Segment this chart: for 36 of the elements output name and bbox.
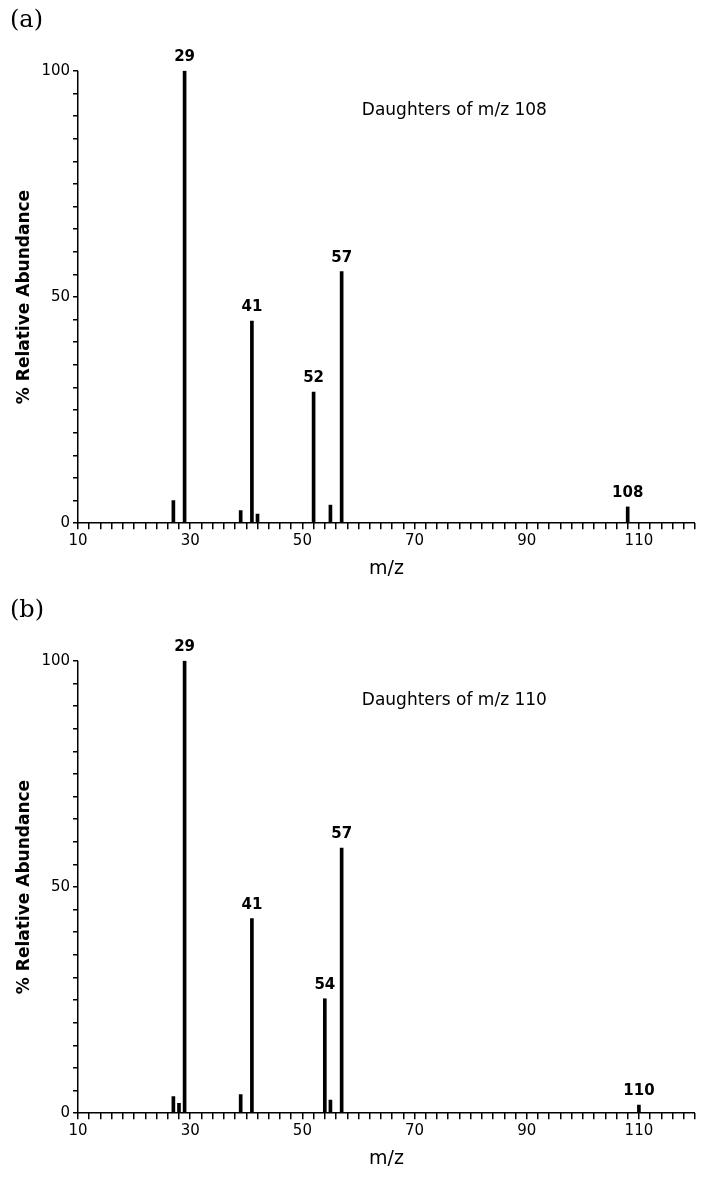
chart-title: (a) xyxy=(10,4,44,33)
annotation: 57 xyxy=(331,824,353,843)
x-tick-label: 110 xyxy=(624,1121,654,1140)
annotation: 108 xyxy=(612,483,644,502)
y-axis-title: % Relative Abundance xyxy=(12,189,33,405)
annotation: 52 xyxy=(303,368,325,387)
annotation: Daughters of m/z 108 xyxy=(361,99,547,120)
x-tick-label: 10 xyxy=(68,531,88,550)
x-tick-label: 30 xyxy=(180,531,200,550)
x-tick-label: 10 xyxy=(68,1121,88,1140)
y-tick-label: 0 xyxy=(60,1103,71,1122)
x-tick-label: 90 xyxy=(517,531,537,550)
annotation: 41 xyxy=(241,895,263,914)
annotation: 29 xyxy=(174,47,196,66)
x-tick-label: 50 xyxy=(292,1121,312,1140)
x-axis-title: m/z xyxy=(369,1145,404,1168)
y-tick-label: 0 xyxy=(60,513,71,532)
x-tick-label: 90 xyxy=(517,1121,537,1140)
x-tick-label: 30 xyxy=(180,1121,200,1140)
y-tick-label: 100 xyxy=(41,650,71,669)
x-tick-label: 70 xyxy=(405,531,425,550)
y-tick-label: 100 xyxy=(41,60,71,79)
x-tick-label: 110 xyxy=(624,531,654,550)
y-axis-title: % Relative Abundance xyxy=(12,779,33,995)
annotation: 110 xyxy=(623,1081,655,1100)
y-tick-label: 50 xyxy=(50,876,71,895)
annotation: 29 xyxy=(174,637,196,656)
annotation: 41 xyxy=(241,297,263,316)
x-tick-label: 50 xyxy=(292,531,312,550)
y-tick-label: 50 xyxy=(50,286,71,305)
x-axis-title: m/z xyxy=(369,555,404,578)
x-tick-label: 70 xyxy=(405,1121,425,1140)
chart-title: (b) xyxy=(10,594,45,623)
annotation: 57 xyxy=(331,248,353,267)
annotation: 54 xyxy=(314,975,336,994)
annotation: Daughters of m/z 110 xyxy=(361,689,547,710)
